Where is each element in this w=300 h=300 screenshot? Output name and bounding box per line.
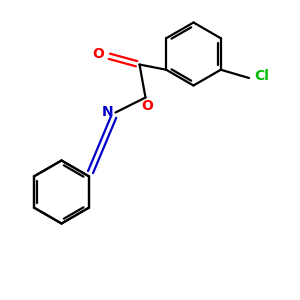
Text: O: O <box>141 99 153 113</box>
Text: Cl: Cl <box>254 70 269 83</box>
Text: N: N <box>101 106 113 119</box>
Text: O: O <box>92 47 104 61</box>
